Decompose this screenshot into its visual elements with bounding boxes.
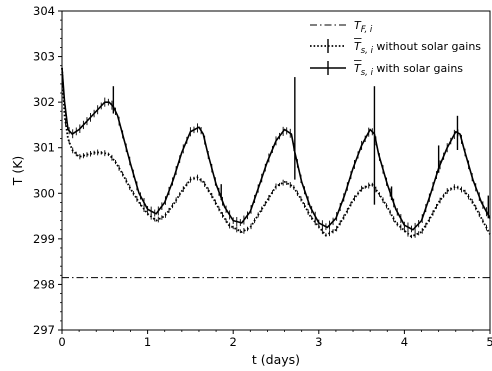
x-tick-label: 1 [144,335,151,349]
x-tick-label: 4 [401,335,408,349]
legend-label-1: Ts, i without solar gains [354,40,481,56]
x-tick-label: 3 [315,335,322,349]
tick-layer: 0 1 2 3 4 5 297 298 299 300 301 302 303 304 [33,4,492,349]
series-layer [61,67,491,279]
y-axis-label: T (K) [10,156,25,187]
y-tick-label: 299 [33,232,55,246]
y-tick-label: 303 [33,50,55,64]
errorbar-layer [61,64,491,239]
legend-label-2: Ts, i with solar gains [354,62,463,78]
x-tick-label: 0 [58,335,65,349]
legend: TF, i Ts, i without solar gains Ts, i with… [310,19,481,78]
y-tick-label: 304 [33,4,55,18]
y-tick-label: 301 [33,141,55,155]
x-axis-label: t (days) [252,352,300,367]
y-tick-label: 297 [33,323,55,337]
x-tick-label: 5 [486,335,492,349]
plot-frame [61,10,491,331]
series-line-2 [61,67,491,231]
legend-label-0: TF, i [354,19,373,35]
y-tick-label: 300 [33,186,55,200]
y-tick-label: 302 [33,95,55,109]
y-tick-label: 298 [33,277,55,291]
x-tick-label: 2 [230,335,237,349]
